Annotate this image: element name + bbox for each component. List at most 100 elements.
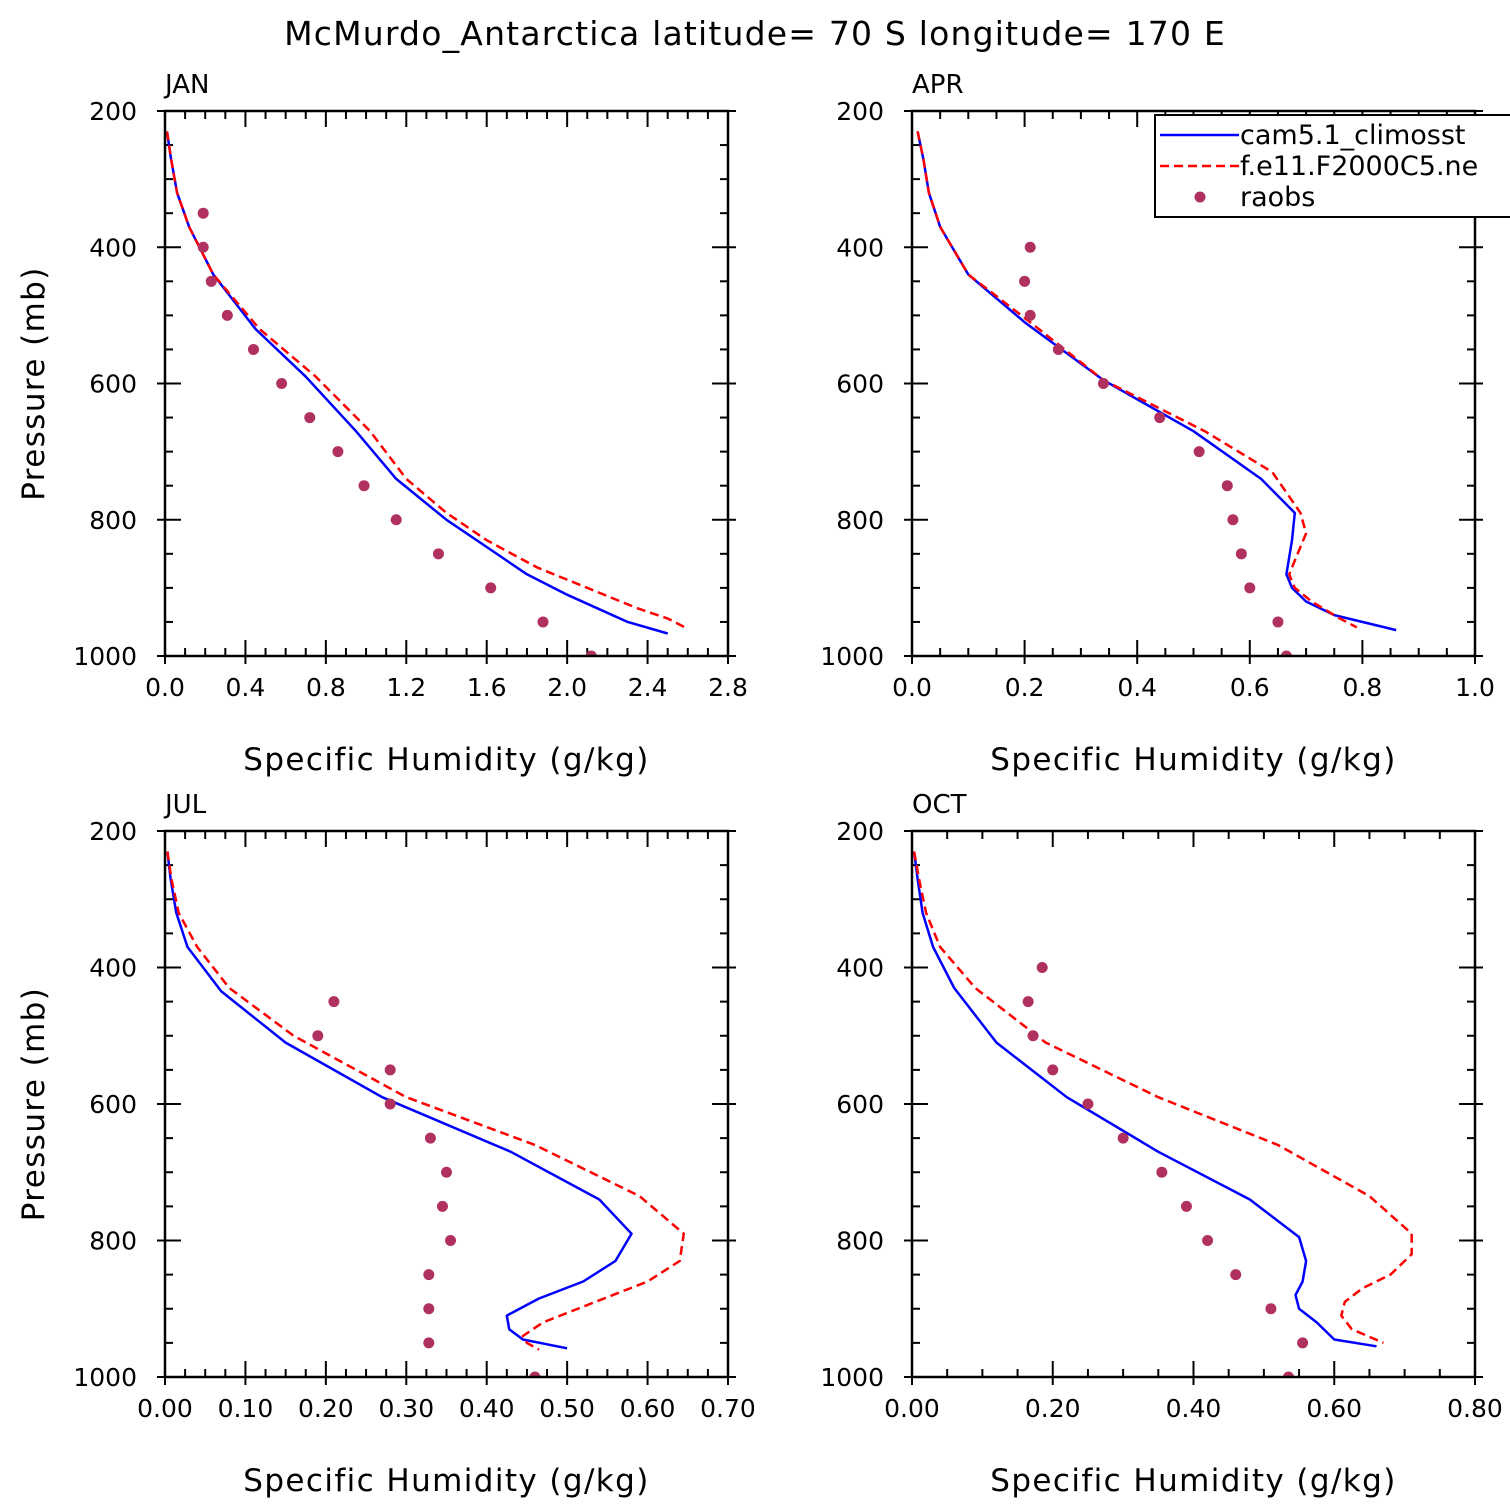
x-axis-label: Specific Humidity (g/kg) (990, 1463, 1396, 1499)
y-tick-label: 600 (836, 1090, 884, 1119)
raobs-point (1244, 582, 1256, 594)
raobs-point (328, 996, 340, 1008)
x-tick-label: 0.4 (226, 673, 266, 702)
f-e11-series-line (916, 131, 1358, 629)
x-tick-label: 0.00 (884, 1394, 940, 1423)
y-tick-label: 600 (836, 370, 884, 399)
raobs-point (1117, 1132, 1129, 1144)
y-tick-label: 1000 (820, 642, 884, 671)
x-tick-label: 0.70 (700, 1394, 756, 1423)
legend-label: f.e11.F2000C5.ne (1240, 151, 1478, 182)
y-tick-label: 400 (89, 233, 137, 262)
raobs-point (332, 446, 344, 458)
raobs-point (1047, 1064, 1059, 1076)
raobs-point (1265, 1303, 1277, 1315)
plot-area (912, 851, 1413, 1377)
panel-jan: JAN 0.0 0.4 0.8 1.2 1.6 2.0 2.4 2.8 200 400 600 800 1… (16, 70, 748, 778)
raobs-point (585, 650, 597, 656)
x-tick-label: 0.60 (1306, 1394, 1362, 1423)
panel-oct: OCT 0.00 0.20 0.40 0.60 0.80 200 400 600 800 1000 S… (820, 790, 1502, 1499)
raobs-point (221, 309, 233, 321)
y-tick-label: 800 (836, 1227, 884, 1256)
panel-title: APR (912, 70, 964, 100)
y-axis-label: Pressure (mb) (16, 266, 52, 501)
cam-series-line (912, 851, 1377, 1348)
x-tick-label: 0.0 (892, 673, 932, 702)
y-tick-label: 400 (89, 954, 137, 983)
raobs-point (441, 1166, 452, 1178)
raobs-point (485, 582, 497, 594)
panels: JAN 0.0 0.4 0.8 1.2 1.6 2.0 2.4 2.8 200 400 600 800 1… (16, 70, 1510, 1499)
x-tick-label: 2.0 (547, 673, 587, 702)
x-tick-label: 0.30 (378, 1394, 434, 1423)
x-tick-label: 0.40 (1166, 1394, 1222, 1423)
x-tick-label: 0.50 (539, 1394, 595, 1423)
x-tick-label: 0.6 (1230, 673, 1270, 702)
x-tick-label: 0.8 (306, 673, 346, 702)
x-tick-label: 2.8 (708, 673, 748, 702)
raobs-point (358, 480, 370, 492)
panel-jul: JUL 0.00 0.10 0.20 0.30 0.40 0.50 0.60 0.70 200 40… (16, 790, 756, 1499)
plot-area (165, 131, 689, 656)
x-tick-label: 0.8 (1343, 673, 1383, 702)
raobs-point (197, 241, 209, 253)
cam-series-line (165, 131, 669, 635)
raobs-point (205, 275, 217, 287)
raobs-point (197, 207, 209, 219)
raobs-point (436, 1200, 448, 1212)
x-tick-label: 0.0 (145, 673, 185, 702)
plot-frame (910, 109, 1477, 658)
raobs-point (1027, 1030, 1039, 1042)
x-axis-label: Specific Humidity (g/kg) (990, 742, 1396, 778)
y-tick-label: 600 (89, 370, 137, 399)
raobs-point (1221, 480, 1233, 492)
y-tick-label: 200 (89, 817, 137, 846)
raobs-point (424, 1132, 436, 1144)
y-tick-label: 800 (89, 1227, 137, 1256)
y-tick-label: 1000 (73, 642, 137, 671)
y-tick-label: 1000 (820, 1363, 884, 1392)
legend-box (1154, 114, 1510, 218)
y-tick-label: 800 (89, 506, 137, 535)
f-e11-series-line (912, 851, 1413, 1345)
raobs-point (432, 548, 444, 560)
raobs-point (247, 343, 259, 355)
y-tick-label: 200 (836, 97, 884, 126)
raobs-point (1280, 650, 1292, 656)
legend-marker (1194, 191, 1206, 203)
x-tick-label: 2.4 (628, 673, 668, 702)
y-tick-label: 1000 (73, 1363, 137, 1392)
y-tick-label: 200 (89, 97, 137, 126)
x-tick-label: 0.80 (1447, 1394, 1503, 1423)
x-axis-label: Specific Humidity (g/kg) (243, 1463, 649, 1499)
panel-apr: APR 0.0 0.2 0.4 0.6 0.8 1.0 200 400 600 800 1000 Spe… (820, 70, 1510, 778)
raobs-point (1082, 1098, 1094, 1110)
raobs-point (1024, 309, 1036, 321)
raobs-point (1097, 378, 1109, 389)
cam-series-line (916, 131, 1397, 632)
y-tick-label: 400 (836, 233, 884, 262)
raobs-point (1235, 548, 1247, 560)
raobs-point (384, 1098, 396, 1110)
raobs-point (1283, 1371, 1295, 1377)
raobs-point (1272, 616, 1284, 628)
raobs-point (1297, 1337, 1309, 1349)
x-tick-label: 0.20 (298, 1394, 354, 1423)
x-tick-label: 1.2 (386, 673, 426, 702)
x-tick-label: 1.0 (1455, 673, 1495, 702)
raobs-point (1227, 514, 1239, 526)
raobs-point (445, 1235, 457, 1246)
raobs-point (1154, 412, 1166, 424)
legend-label: cam5.1_climosst (1240, 120, 1466, 151)
y-tick-label: 400 (836, 954, 884, 983)
x-tick-label: 0.20 (1025, 1394, 1081, 1423)
raobs-point (304, 412, 316, 424)
f-e11-series-line (166, 851, 686, 1351)
plot-frame (163, 829, 730, 1379)
panel-title: OCT (912, 790, 967, 820)
f-e11-series-line (165, 131, 689, 630)
y-tick-label: 600 (89, 1090, 137, 1119)
raobs-point (276, 378, 288, 389)
